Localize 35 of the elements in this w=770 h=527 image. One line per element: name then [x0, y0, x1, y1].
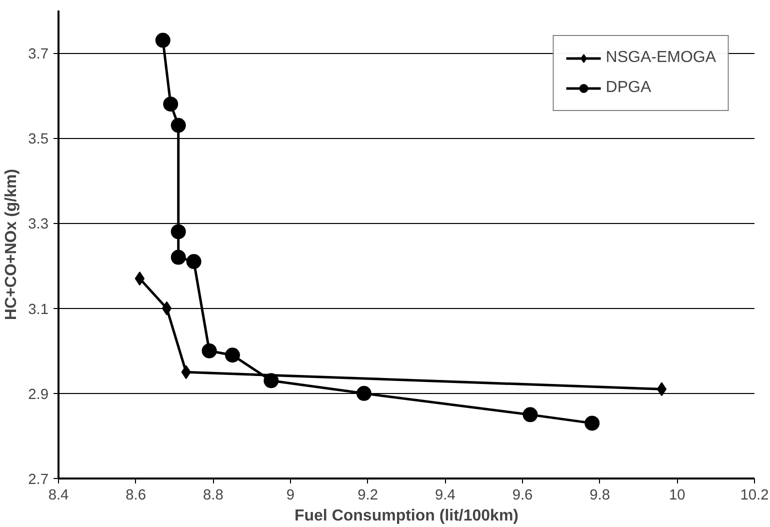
y-axis-title: HC+CO+NOx (g/km) [3, 168, 20, 320]
y-tick-label: 2.9 [28, 386, 48, 403]
x-tick-label: 8.6 [126, 488, 146, 504]
x-axis-title: Fuel Consumption (lit/100km) [294, 508, 519, 524]
point [134, 272, 145, 286]
x-tick-label: 10.2 [740, 488, 769, 504]
x-tick-label: 9.2 [358, 488, 378, 504]
legend-label: DPGA [606, 79, 652, 97]
point [225, 348, 240, 363]
x-tick-label: 9.4 [434, 488, 456, 504]
point [656, 382, 667, 396]
point [170, 224, 186, 240]
legend-label: NSGA-EMOGA [606, 49, 716, 67]
point [170, 118, 186, 133]
point [162, 301, 172, 316]
y-tick-label: 3.7 [28, 46, 48, 63]
x-tick-label: 8.8 [202, 488, 224, 504]
point [155, 32, 170, 48]
point [163, 96, 178, 112]
x-tick-label: 9.6 [512, 488, 533, 504]
point [584, 416, 600, 431]
y-tick-label: 2.7 [28, 472, 48, 488]
point [264, 373, 279, 388]
point [170, 250, 186, 265]
y-tick-label: 3.3 [28, 216, 48, 233]
point [356, 386, 372, 401]
x-tick-label: 8.4 [48, 488, 69, 504]
y-tick-label: 3.1 [28, 302, 48, 318]
point [186, 254, 202, 270]
y-tick-label: 3.5 [28, 132, 48, 148]
x-tick-label: 10 [669, 488, 686, 504]
x-tick-label: 9.8 [590, 488, 610, 504]
x-tick-label: 9 [286, 488, 295, 504]
point [202, 343, 217, 358]
point [522, 407, 538, 422]
